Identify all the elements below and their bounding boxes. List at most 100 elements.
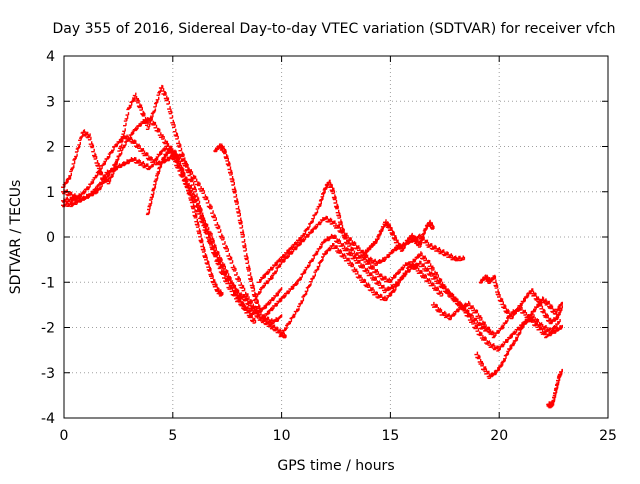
data-point-marker bbox=[383, 284, 395, 294]
data-point-marker bbox=[374, 257, 386, 266]
y-axis-title: SDTVAR / TECUs bbox=[8, 180, 24, 295]
data-point-marker bbox=[172, 152, 180, 164]
data-point-marker bbox=[95, 176, 108, 192]
data-point-marker bbox=[246, 309, 256, 323]
data-point-marker bbox=[209, 232, 217, 249]
x-tick-label: 15 bbox=[381, 428, 399, 444]
data-point-marker bbox=[263, 320, 273, 328]
data-point-marker bbox=[535, 296, 545, 313]
y-tick-label: -1 bbox=[41, 275, 55, 291]
data-point-marker bbox=[487, 342, 499, 351]
data-point-marker bbox=[313, 254, 325, 273]
x-tick-label: 5 bbox=[168, 428, 177, 444]
data-point-marker bbox=[61, 175, 71, 188]
data-point-marker bbox=[515, 298, 526, 312]
data-point-marker bbox=[494, 362, 504, 374]
y-tick-label: 2 bbox=[46, 140, 55, 156]
data-point-marker bbox=[154, 164, 163, 180]
data-point-marker bbox=[172, 124, 182, 148]
data-point-marker bbox=[87, 173, 99, 188]
data-point-marker bbox=[343, 239, 356, 255]
data-point-marker bbox=[504, 330, 517, 343]
data-point-marker bbox=[452, 255, 464, 262]
data-point-marker bbox=[374, 231, 382, 243]
data-point-marker bbox=[330, 187, 339, 208]
series-track-11 bbox=[361, 219, 435, 257]
data-point-marker bbox=[139, 161, 151, 171]
data-point-marker bbox=[546, 300, 556, 313]
y-tick-label: 1 bbox=[46, 185, 55, 201]
data-point-marker bbox=[278, 314, 283, 318]
data-point-marker bbox=[283, 245, 295, 256]
data-point-marker bbox=[502, 305, 513, 318]
data-point-marker bbox=[457, 302, 469, 311]
data-point-marker bbox=[448, 308, 460, 321]
data-point-marker bbox=[426, 271, 438, 282]
data-point-marker bbox=[461, 256, 466, 261]
data-point-marker bbox=[404, 234, 413, 243]
data-point-marker bbox=[557, 319, 561, 323]
data-point-marker bbox=[200, 187, 212, 209]
data-point-marker bbox=[356, 260, 369, 273]
data-point-marker bbox=[557, 369, 563, 379]
data-point-marker bbox=[226, 253, 238, 276]
y-tick-label: -4 bbox=[41, 411, 55, 427]
tick-layer: 0 5 10 15 20 25 -4 -3 -2 -1 0 1 2 3 4 bbox=[41, 49, 617, 444]
data-point-marker bbox=[559, 368, 563, 373]
chart-title: Day 355 of 2016, Sidereal Day-to-day VTE… bbox=[52, 21, 615, 37]
data-point-marker bbox=[87, 133, 97, 158]
data-point-marker bbox=[287, 281, 299, 292]
data-point-marker bbox=[193, 214, 202, 235]
y-tick-label: 3 bbox=[46, 94, 55, 110]
data-point-marker bbox=[206, 266, 215, 283]
data-point-marker bbox=[470, 319, 482, 336]
data-point-marker bbox=[178, 147, 188, 167]
data-point-marker bbox=[217, 229, 229, 252]
data-point-marker bbox=[322, 181, 330, 194]
data-point-marker bbox=[435, 247, 447, 257]
data-point-marker bbox=[487, 370, 497, 379]
data-point-marker bbox=[269, 288, 282, 302]
data-point-marker bbox=[304, 273, 316, 292]
x-axis-title: GPS time / hours bbox=[277, 458, 394, 474]
data-point-marker bbox=[483, 274, 491, 283]
data-point-marker bbox=[189, 196, 197, 217]
data-point-marker bbox=[383, 249, 395, 261]
data-point-marker bbox=[435, 274, 447, 290]
data-point-marker bbox=[474, 351, 484, 367]
data-point-marker bbox=[483, 324, 495, 336]
data-point-marker bbox=[278, 290, 290, 303]
data-point-marker bbox=[80, 129, 90, 139]
data-point-marker bbox=[226, 161, 234, 182]
data-layer bbox=[61, 84, 563, 409]
data-point-marker bbox=[130, 122, 142, 135]
data-point-marker bbox=[93, 156, 104, 176]
data-point-marker bbox=[491, 274, 500, 295]
data-point-marker bbox=[541, 309, 552, 322]
data-point-marker bbox=[365, 270, 377, 281]
data-point-marker bbox=[374, 280, 386, 292]
data-point-marker bbox=[87, 186, 99, 197]
data-point-marker bbox=[550, 394, 557, 407]
data-point-marker bbox=[202, 253, 210, 268]
data-point-marker bbox=[287, 308, 299, 325]
data-point-marker bbox=[478, 332, 491, 345]
series-track-14 bbox=[478, 274, 563, 325]
data-point-marker bbox=[269, 264, 282, 280]
series-track-6 bbox=[213, 143, 261, 310]
data-point-marker bbox=[552, 385, 559, 397]
data-point-marker bbox=[230, 178, 239, 203]
data-point-marker bbox=[185, 167, 195, 186]
data-point-marker bbox=[226, 275, 236, 292]
data-point-marker bbox=[217, 143, 226, 152]
y-tick-label: 0 bbox=[46, 230, 55, 246]
data-point-marker bbox=[474, 309, 486, 326]
data-point-marker bbox=[400, 240, 408, 252]
data-point-marker bbox=[322, 243, 334, 256]
data-point-marker bbox=[278, 254, 290, 265]
series-track-2 bbox=[61, 134, 283, 325]
data-point-marker bbox=[287, 243, 299, 255]
data-point-marker bbox=[409, 254, 421, 266]
data-point-marker bbox=[67, 155, 77, 180]
